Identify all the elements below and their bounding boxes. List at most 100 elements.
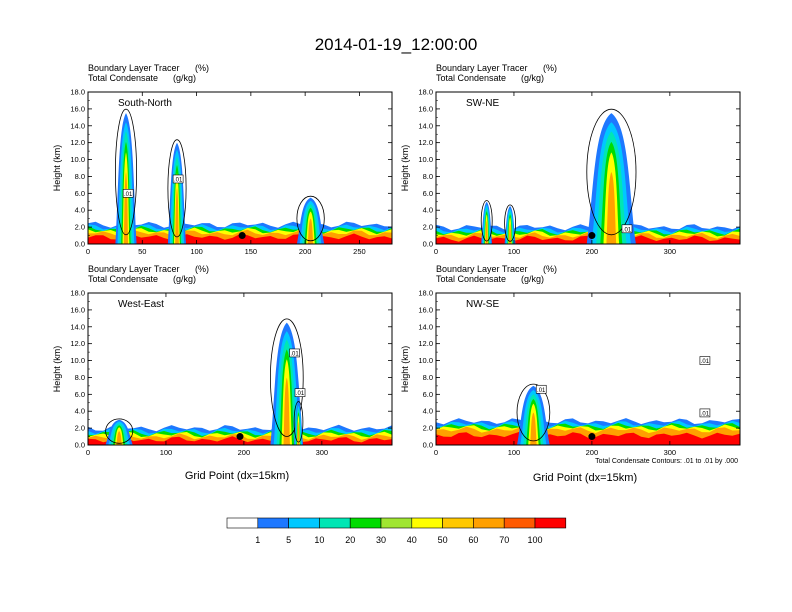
x-tick-label: 100 [190,247,203,256]
contour-label-text: .01 [701,411,710,417]
condensate-unit: (g/kg) [521,274,544,284]
contour-label-text: .01 [537,388,546,394]
location-marker [588,232,596,240]
y-tick-label: 0.0 [423,441,433,450]
contour-label-text: .01 [290,351,299,357]
y-tick-label: 14.0 [418,121,433,130]
y-tick-label: 2.0 [75,223,85,232]
condensate-unit: (g/kg) [521,73,544,83]
contour-label-box [289,348,300,358]
y-tick-label: 0.0 [423,240,433,249]
contour-label: .01 [699,408,711,417]
tracer-plume [175,188,179,244]
colorbar-swatch [257,517,289,529]
x-tick-label: 100 [508,247,521,256]
x-tick-label: 50 [138,247,146,256]
x-tick-label: 0 [86,247,90,256]
contour-label-box [294,388,306,397]
x-tick-label: 0 [86,448,90,457]
y-tick-label: 16.0 [70,305,85,314]
colorbar-swatch [473,517,505,529]
panel-header-sw-ne: Boundary Layer Tracer (%) Total Condensa… [436,63,557,83]
y-tick-label: 14.0 [418,322,433,331]
location-marker [588,433,596,441]
plot-area [88,92,392,244]
y-tick-label: 0.0 [75,441,85,450]
condensate-label: Total Condensate [88,73,158,83]
tracer-unit: (%) [195,63,209,73]
condensate-contour [293,401,304,443]
x-tick-label: 0 [434,247,438,256]
tracer-unit: (%) [543,63,557,73]
x-tick-label: 200 [299,247,312,256]
plot-content: .01 [436,108,740,244]
y-tick-label: 2.0 [423,223,433,232]
colorbar-label: 60 [468,535,478,545]
y-tick-label: 16.0 [418,305,433,314]
y-tick-label: 12.0 [70,138,85,147]
condensate-unit: (g/kg) [173,274,196,284]
y-tick-label: 12.0 [418,138,433,147]
tracer-plume [606,172,617,244]
y-tick-label: 6.0 [75,189,85,198]
colorbar-swatch [288,517,320,529]
tracer-plume [116,431,122,445]
x-tick-label: 300 [664,448,677,457]
figure-title: 2014-01-19_12:00:00 [315,35,478,54]
contour-label: .01 [621,224,633,233]
y-tick-label: 16.0 [70,104,85,113]
y-tick-label: 14.0 [70,121,85,130]
panel-west-east: .01 .01 0.0 2.0 4.0 6.0 8.0 10.0 12.0 14.0 16.0 18.… [70,289,393,457]
condensate-contour [105,418,134,444]
tracer-plume [297,421,300,445]
colorbar-swatch [411,517,443,529]
tracer-unit: (%) [543,264,557,274]
x-tick-label: 200 [238,448,251,457]
y-tick-label: 4.0 [75,407,85,416]
tracer-plume [530,412,537,445]
y-tick-label: 8.0 [75,373,85,382]
x-tick-label: 150 [245,247,258,256]
contour-label-text: .01 [174,177,183,183]
contour-label: .01 [172,174,184,183]
plot-content: .01 .01 .01 [436,356,740,445]
colorbar-label: 20 [345,535,355,545]
panel-label: NW-SE [466,299,499,310]
x-tick-label: 100 [508,448,521,457]
colorbar-swatch [534,517,567,529]
contour-label-text: .01 [623,227,632,233]
y-tick-label: 14.0 [70,322,85,331]
contour-label: .01 [535,384,547,394]
tracer-label: Boundary Layer Tracer [436,63,528,73]
condensate-label: Total Condensate [88,274,158,284]
condensate-contour [115,108,138,236]
panel-header-west-east: Boundary Layer Tracer (%) Total Condensa… [88,264,209,284]
panel-header-nw-se: Boundary Layer Tracer (%) Total Condensa… [436,264,557,284]
y-tick-label: 10.0 [70,356,85,365]
colorbar-swatch [349,517,382,529]
panel-header-south-north: Boundary Layer Tracer (%) Total Condensa… [88,63,209,83]
location-marker [236,433,244,441]
contour-label: .01 [122,189,134,198]
y-tick-label: 12.0 [418,339,433,348]
y-tick-label: 8.0 [423,373,433,382]
contour-label-text: .01 [124,192,133,198]
contour-label-box [122,189,134,198]
condensate-contour [296,195,325,242]
y-axis-label: Height (km) [52,346,62,393]
contour-label: .01 [289,348,300,358]
x-tick-label: 200 [586,247,599,256]
tracer-plume [485,220,488,244]
y-axis-label: Height (km) [400,346,410,393]
y-tick-label: 16.0 [418,104,433,113]
contour-label: .01 [699,356,711,365]
condensate-contour [504,204,517,242]
contour-label-box [699,356,711,365]
contour-note: Total Condensate Contours: .01 to .01 by… [595,458,738,465]
y-tick-label: 4.0 [423,407,433,416]
tracer-label: Boundary Layer Tracer [436,264,528,274]
tracer-unit: (%) [195,264,209,274]
colorbar-label: 40 [407,535,417,545]
colorbar-label: 70 [499,535,509,545]
condensate-label: Total Condensate [436,274,506,284]
